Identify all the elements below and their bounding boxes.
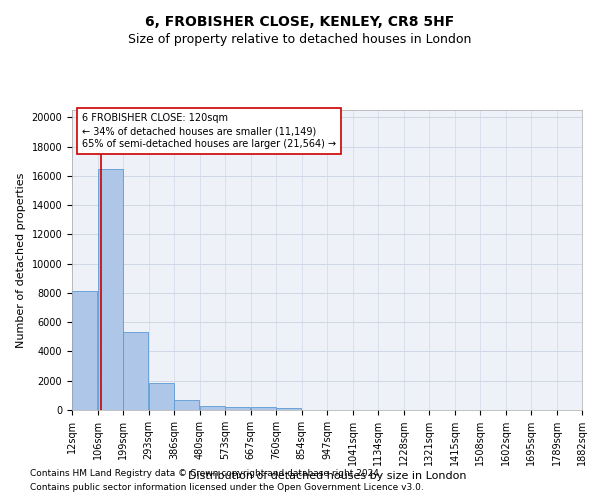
Text: Size of property relative to detached houses in London: Size of property relative to detached ho… — [128, 32, 472, 46]
Bar — [149, 383, 174, 410]
X-axis label: Distribution of detached houses by size in London: Distribution of detached houses by size … — [188, 471, 466, 481]
Bar — [174, 400, 199, 410]
Text: 6, FROBISHER CLOSE, KENLEY, CR8 5HF: 6, FROBISHER CLOSE, KENLEY, CR8 5HF — [145, 15, 455, 29]
Bar — [98, 168, 123, 410]
Text: 6 FROBISHER CLOSE: 120sqm
← 34% of detached houses are smaller (11,149)
65% of s: 6 FROBISHER CLOSE: 120sqm ← 34% of detac… — [82, 113, 337, 150]
Bar — [200, 406, 225, 410]
Bar — [123, 332, 148, 410]
Text: Contains HM Land Registry data © Crown copyright and database right 2024.: Contains HM Land Registry data © Crown c… — [30, 468, 382, 477]
Bar — [276, 408, 301, 410]
Bar — [251, 408, 276, 410]
Bar — [72, 292, 97, 410]
Text: Contains public sector information licensed under the Open Government Licence v3: Contains public sector information licen… — [30, 484, 424, 492]
Bar — [225, 407, 250, 410]
Y-axis label: Number of detached properties: Number of detached properties — [16, 172, 26, 348]
